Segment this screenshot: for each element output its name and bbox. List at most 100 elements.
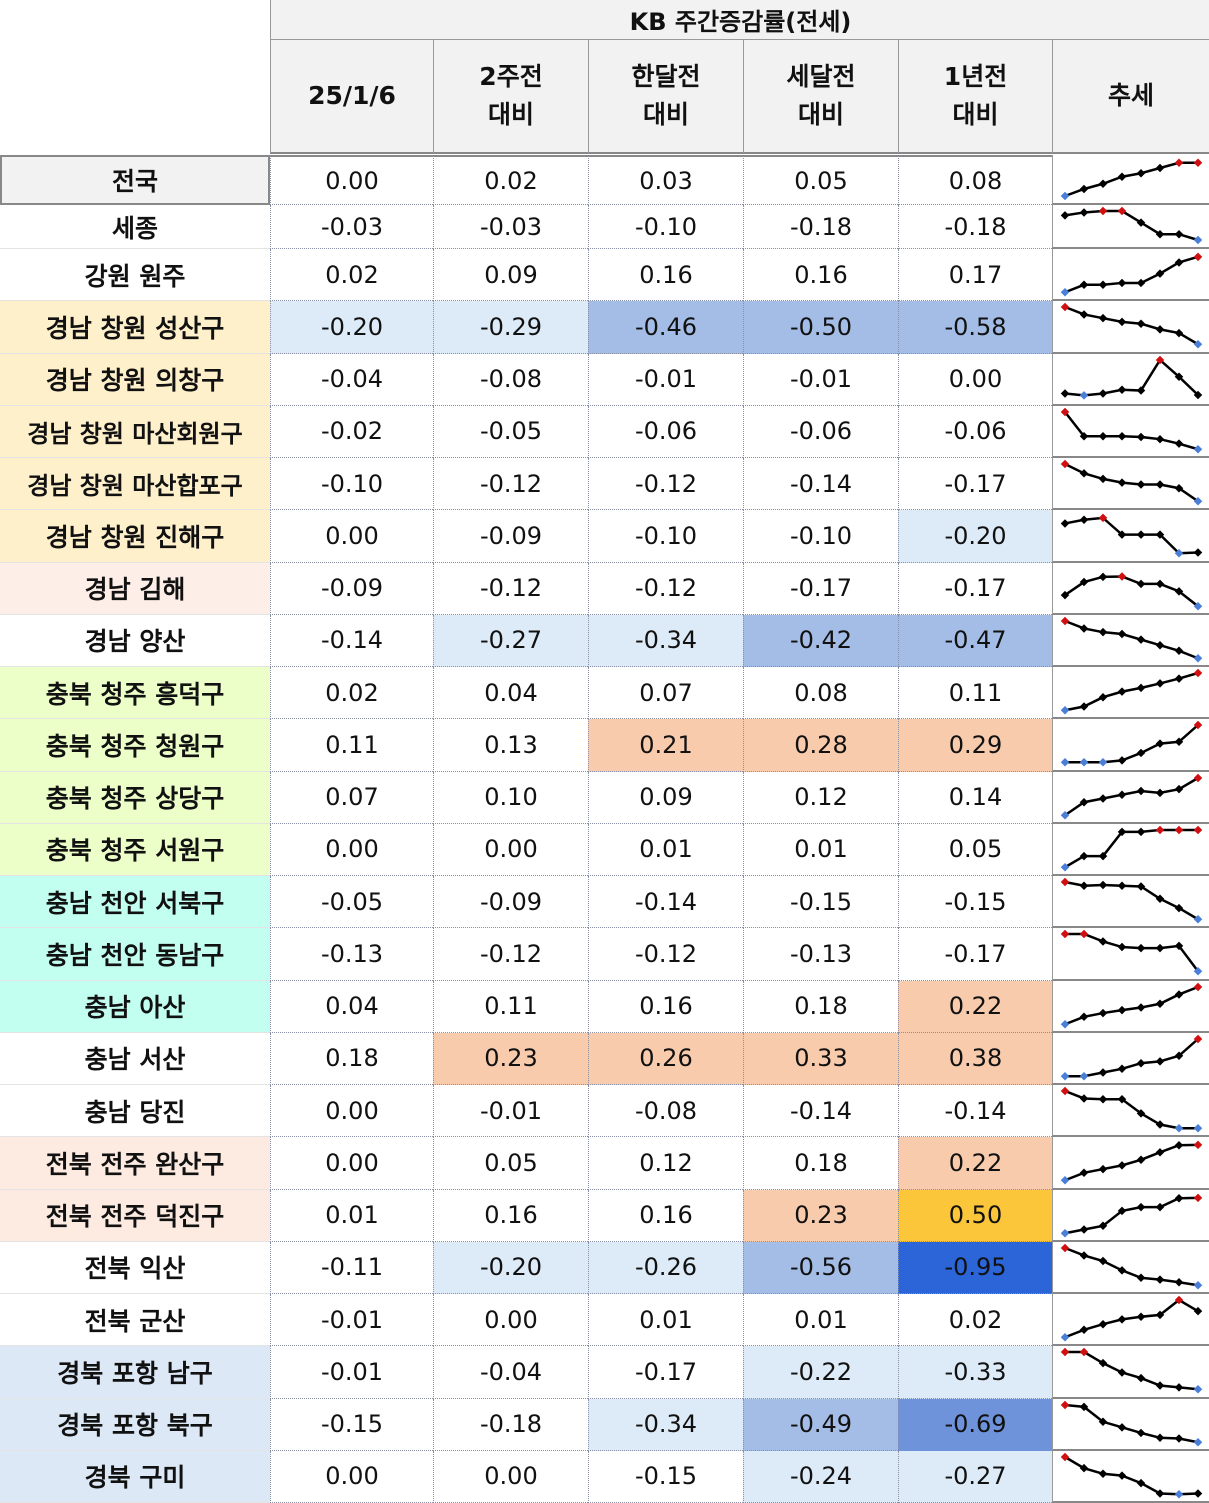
value-cell: -0.20 — [433, 1241, 588, 1294]
trend-point — [1136, 1273, 1146, 1282]
trend-point — [1155, 944, 1165, 953]
trend-point — [1117, 1315, 1127, 1324]
value-cell: -0.03 — [270, 205, 433, 249]
trend-point — [1117, 431, 1127, 441]
value-cell: -0.10 — [588, 205, 743, 249]
value-cell: -0.58 — [898, 301, 1052, 354]
value-cell: -0.17 — [898, 562, 1052, 615]
region-label: 충북 청주 흥덕구 — [0, 667, 270, 720]
trend-point — [1060, 1086, 1070, 1096]
trend-point — [1136, 1312, 1146, 1322]
trend-point — [1060, 930, 1070, 939]
trend-point — [1060, 758, 1070, 767]
trend-point — [1079, 1071, 1089, 1081]
trend-point — [1155, 480, 1165, 489]
trend-point — [1174, 674, 1184, 683]
trend-point — [1174, 229, 1184, 239]
trend-point — [1060, 616, 1070, 625]
trend-point — [1174, 1383, 1184, 1392]
trend-point — [1136, 786, 1146, 795]
trend-point — [1098, 1359, 1108, 1368]
value-cell: 0.11 — [270, 719, 433, 772]
trend-point — [1155, 679, 1165, 688]
value-cell: -0.34 — [588, 614, 743, 667]
trend-point — [1079, 1402, 1089, 1411]
trend-point — [1174, 1141, 1184, 1150]
trend-sparkline — [1052, 562, 1209, 615]
trend-point — [1117, 1422, 1127, 1432]
value-cell: -0.14 — [270, 614, 433, 667]
table-row: 강원 원주 0.02 0.09 0.16 0.16 0.17 — [0, 249, 1209, 302]
value-cell: -0.06 — [588, 405, 743, 458]
trend-point — [1155, 325, 1165, 334]
trend-sparkline — [1052, 1189, 1209, 1242]
trend-point — [1060, 211, 1070, 220]
trend-sparkline — [1052, 205, 1209, 249]
trend-point — [1117, 687, 1127, 696]
region-label: 세종 — [0, 205, 270, 249]
region-label: 충남 당진 — [0, 1085, 270, 1138]
trend-point — [1155, 1202, 1165, 1211]
trend-point — [1098, 1068, 1108, 1077]
trend-sparkline — [1052, 1450, 1209, 1503]
trend-point — [1079, 1250, 1089, 1260]
trend-point — [1060, 877, 1070, 887]
value-cell: -0.46 — [588, 301, 743, 354]
trend-sparkline — [1052, 405, 1209, 458]
value-cell: -0.15 — [898, 876, 1052, 929]
table-row: 경남 김해 -0.09 -0.12 -0.12 -0.17 -0.17 — [0, 562, 1209, 615]
value-cell: -0.18 — [433, 1398, 588, 1451]
trend-point — [1060, 1243, 1070, 1252]
value-cell: 0.38 — [898, 1032, 1052, 1085]
trend-point — [1136, 635, 1146, 644]
value-cell: -0.01 — [743, 353, 898, 406]
trend-point — [1079, 515, 1089, 525]
trend-point — [1136, 1202, 1146, 1211]
table-row: 전북 전주 완산구 0.00 0.05 0.12 0.18 0.22 — [0, 1137, 1209, 1190]
trend-line — [1065, 1351, 1199, 1391]
value-cell: 0.00 — [433, 823, 588, 876]
trend-sparkline — [1052, 353, 1209, 406]
value-cell: 0.00 — [270, 155, 433, 205]
value-cell: 0.22 — [898, 980, 1052, 1033]
trend-sparkline — [1052, 823, 1209, 876]
region-label: 전북 전주 완산구 — [0, 1137, 270, 1190]
trend-point — [1117, 385, 1127, 394]
trend-point — [1098, 388, 1108, 398]
value-cell: -0.14 — [588, 876, 743, 929]
value-cell: 0.01 — [588, 1294, 743, 1347]
value-cell: 0.05 — [433, 1137, 588, 1190]
table-row: 경북 포항 남구 -0.01 -0.04 -0.17 -0.22 -0.33 — [0, 1346, 1209, 1399]
trend-sparkline — [1052, 458, 1209, 511]
value-cell: -0.17 — [743, 562, 898, 615]
value-cell: -0.17 — [898, 928, 1052, 981]
value-cell: 0.02 — [270, 249, 433, 302]
trend-point — [1079, 1325, 1089, 1335]
trend-point — [1079, 702, 1089, 711]
table-row: 경북 포항 북구 -0.15 -0.18 -0.34 -0.49 -0.69 — [0, 1398, 1209, 1451]
trend-point — [1193, 825, 1203, 834]
trend-point — [1117, 1064, 1127, 1073]
trend-point — [1060, 1071, 1070, 1081]
trend-point — [1155, 640, 1165, 650]
value-cell: 0.18 — [743, 1137, 898, 1190]
value-cell: -0.13 — [743, 928, 898, 981]
value-cell: -0.27 — [898, 1450, 1052, 1503]
value-cell: -0.01 — [588, 353, 743, 406]
trend-point — [1136, 1002, 1146, 1012]
trend-point — [1174, 1277, 1184, 1287]
trend-sparkline — [1052, 301, 1209, 354]
trend-sparkline — [1052, 980, 1209, 1033]
value-cell: -0.95 — [898, 1241, 1052, 1294]
trend-point — [1136, 944, 1146, 953]
trend-line — [1065, 933, 1199, 973]
trend-sparkline — [1052, 1398, 1209, 1451]
value-cell: 0.16 — [433, 1189, 588, 1242]
region-label: 경남 양산 — [0, 614, 270, 667]
value-cell: 0.02 — [433, 155, 588, 205]
region-label: 경북 구미 — [0, 1450, 270, 1503]
trend-sparkline — [1052, 1085, 1209, 1138]
value-cell: 0.12 — [743, 771, 898, 824]
value-cell: -0.14 — [743, 458, 898, 511]
value-cell: 0.22 — [898, 1137, 1052, 1190]
